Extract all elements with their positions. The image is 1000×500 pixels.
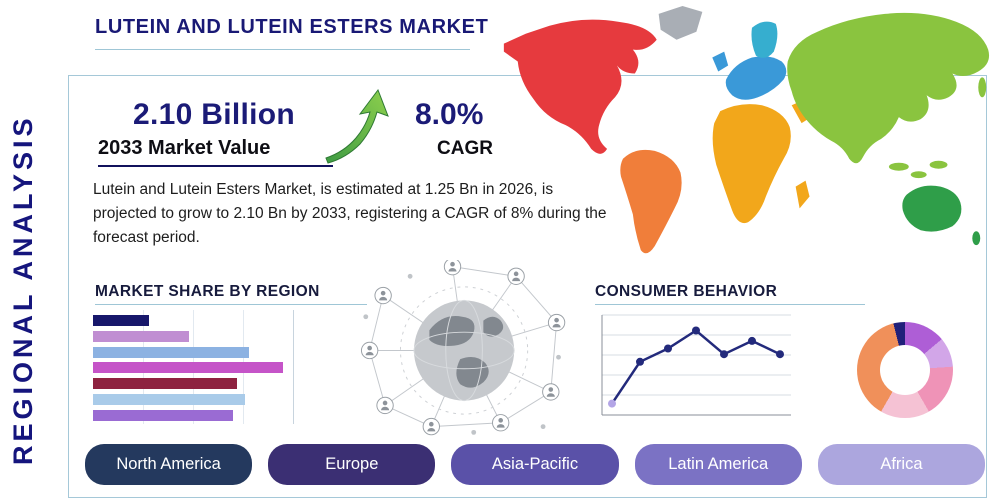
network-user-nodes <box>360 260 566 436</box>
consumer-behavior-line-chart <box>598 310 793 420</box>
user-node-icon <box>376 396 394 415</box>
market-share-bar-1 <box>93 315 149 326</box>
user-node-icon <box>443 260 462 276</box>
globe-landmass <box>483 316 504 337</box>
globe-grid-line <box>445 299 483 402</box>
map-southeast-asia-island <box>929 160 948 169</box>
consumer-behavior-heading: CONSUMER BEHAVIOR <box>595 283 778 300</box>
map-new-zealand <box>972 231 981 246</box>
region-button-africa[interactable]: Africa <box>817 444 986 485</box>
map-southeast-asia-island <box>910 171 927 179</box>
market-share-bar-chart <box>93 310 294 424</box>
map-uk <box>712 51 729 72</box>
user-node-icon <box>507 267 525 285</box>
map-madagascar <box>795 180 810 209</box>
globe-grid-line <box>413 331 515 370</box>
market-value: 2.10 Billion <box>133 98 295 131</box>
market-share-bar-2 <box>93 330 189 342</box>
map-australia <box>902 185 962 232</box>
side-label: REGIONAL ANALYSIS <box>8 114 38 466</box>
map-south-america <box>620 149 682 254</box>
market-share-bar-5 <box>93 378 237 390</box>
globe-landmass <box>429 316 475 347</box>
market-share-bar-7 <box>93 409 233 421</box>
map-africa <box>712 104 791 224</box>
user-node-icon <box>542 383 560 401</box>
map-north-america <box>503 19 657 154</box>
user-node-icon <box>492 414 510 432</box>
region-button-north-america[interactable]: North America <box>85 444 253 485</box>
market-value-label: 2033 Market Value <box>98 137 333 167</box>
growth-arrow-icon <box>325 88 389 164</box>
regional-share-donut-chart <box>857 322 953 418</box>
market-share-bar-6 <box>93 394 245 406</box>
map-japan <box>978 77 987 98</box>
map-southeast-asia-island <box>888 162 909 171</box>
market-description: Lutein and Lutein Esters Market, is esti… <box>93 181 607 247</box>
map-greenland <box>658 5 703 40</box>
market-share-bar-3 <box>93 346 249 358</box>
market-share-bar-4 <box>93 362 283 374</box>
world-map <box>503 5 990 254</box>
globe-landmass <box>456 356 489 388</box>
user-node-icon <box>360 341 379 360</box>
title-underline <box>95 49 470 50</box>
cagr-label: CAGR <box>437 138 493 159</box>
page-title: LUTEIN AND LUTEIN ESTERS MARKET <box>95 16 489 38</box>
market-share-heading: MARKET SHARE BY REGION <box>95 283 320 300</box>
map-europe <box>725 56 787 100</box>
user-node-icon <box>422 417 440 436</box>
region-button-europe[interactable]: Europe <box>268 444 436 485</box>
cagr-value: 8.0% <box>415 98 484 131</box>
map-asia <box>787 12 990 164</box>
region-buttons: North America Europe Asia-Pacific Latin Ame… <box>85 444 986 485</box>
user-node-icon <box>374 286 392 305</box>
user-node-icon <box>547 313 566 332</box>
globe-network-graphic <box>360 260 566 436</box>
consumer-behavior-underline <box>595 304 865 305</box>
market-share-underline <box>95 304 367 305</box>
region-button-asia-pacific[interactable]: Asia-Pacific <box>451 444 619 485</box>
region-button-latin-america[interactable]: Latin America <box>634 444 802 485</box>
bar-chart-bars <box>93 314 293 422</box>
map-scandinavia <box>751 21 778 58</box>
